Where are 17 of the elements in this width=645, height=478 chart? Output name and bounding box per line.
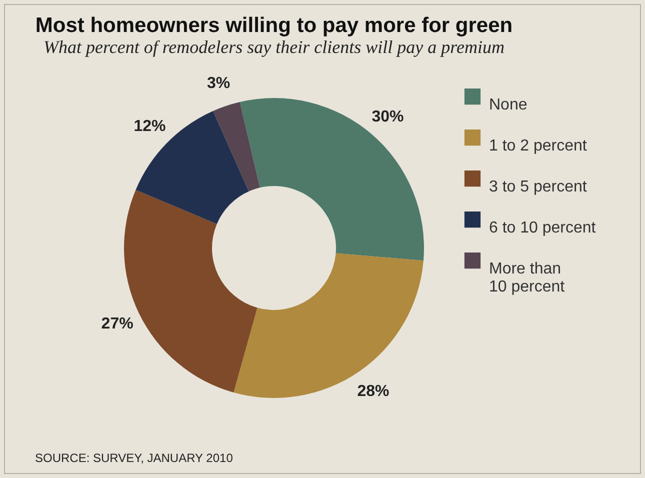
data-label: 30%	[372, 108, 404, 126]
legend-label: 3 to 5 percent	[489, 178, 588, 196]
donut-slice	[213, 102, 260, 192]
legend-label: 6 to 10 percent	[489, 220, 596, 236]
source-note: SOURCE: SURVEY, JANUARY 2010	[35, 451, 233, 465]
chart-title: Most homeowners willing to pay more for green	[35, 14, 513, 38]
donut-slice	[240, 98, 424, 261]
data-label: 3%	[207, 75, 230, 92]
donut-slice	[234, 253, 424, 398]
legend-label: 1 to 2 percent	[489, 138, 588, 154]
chart-subtitle: What percent of remodelers say their clients will pay a premium	[44, 37, 504, 58]
data-label: 12%	[134, 118, 166, 136]
legend-label: More than 10 percent	[489, 260, 566, 296]
data-label: 27%	[101, 316, 134, 333]
legend-label: None	[489, 96, 528, 114]
donut-slice	[136, 110, 249, 224]
data-label: 28%	[357, 382, 390, 400]
